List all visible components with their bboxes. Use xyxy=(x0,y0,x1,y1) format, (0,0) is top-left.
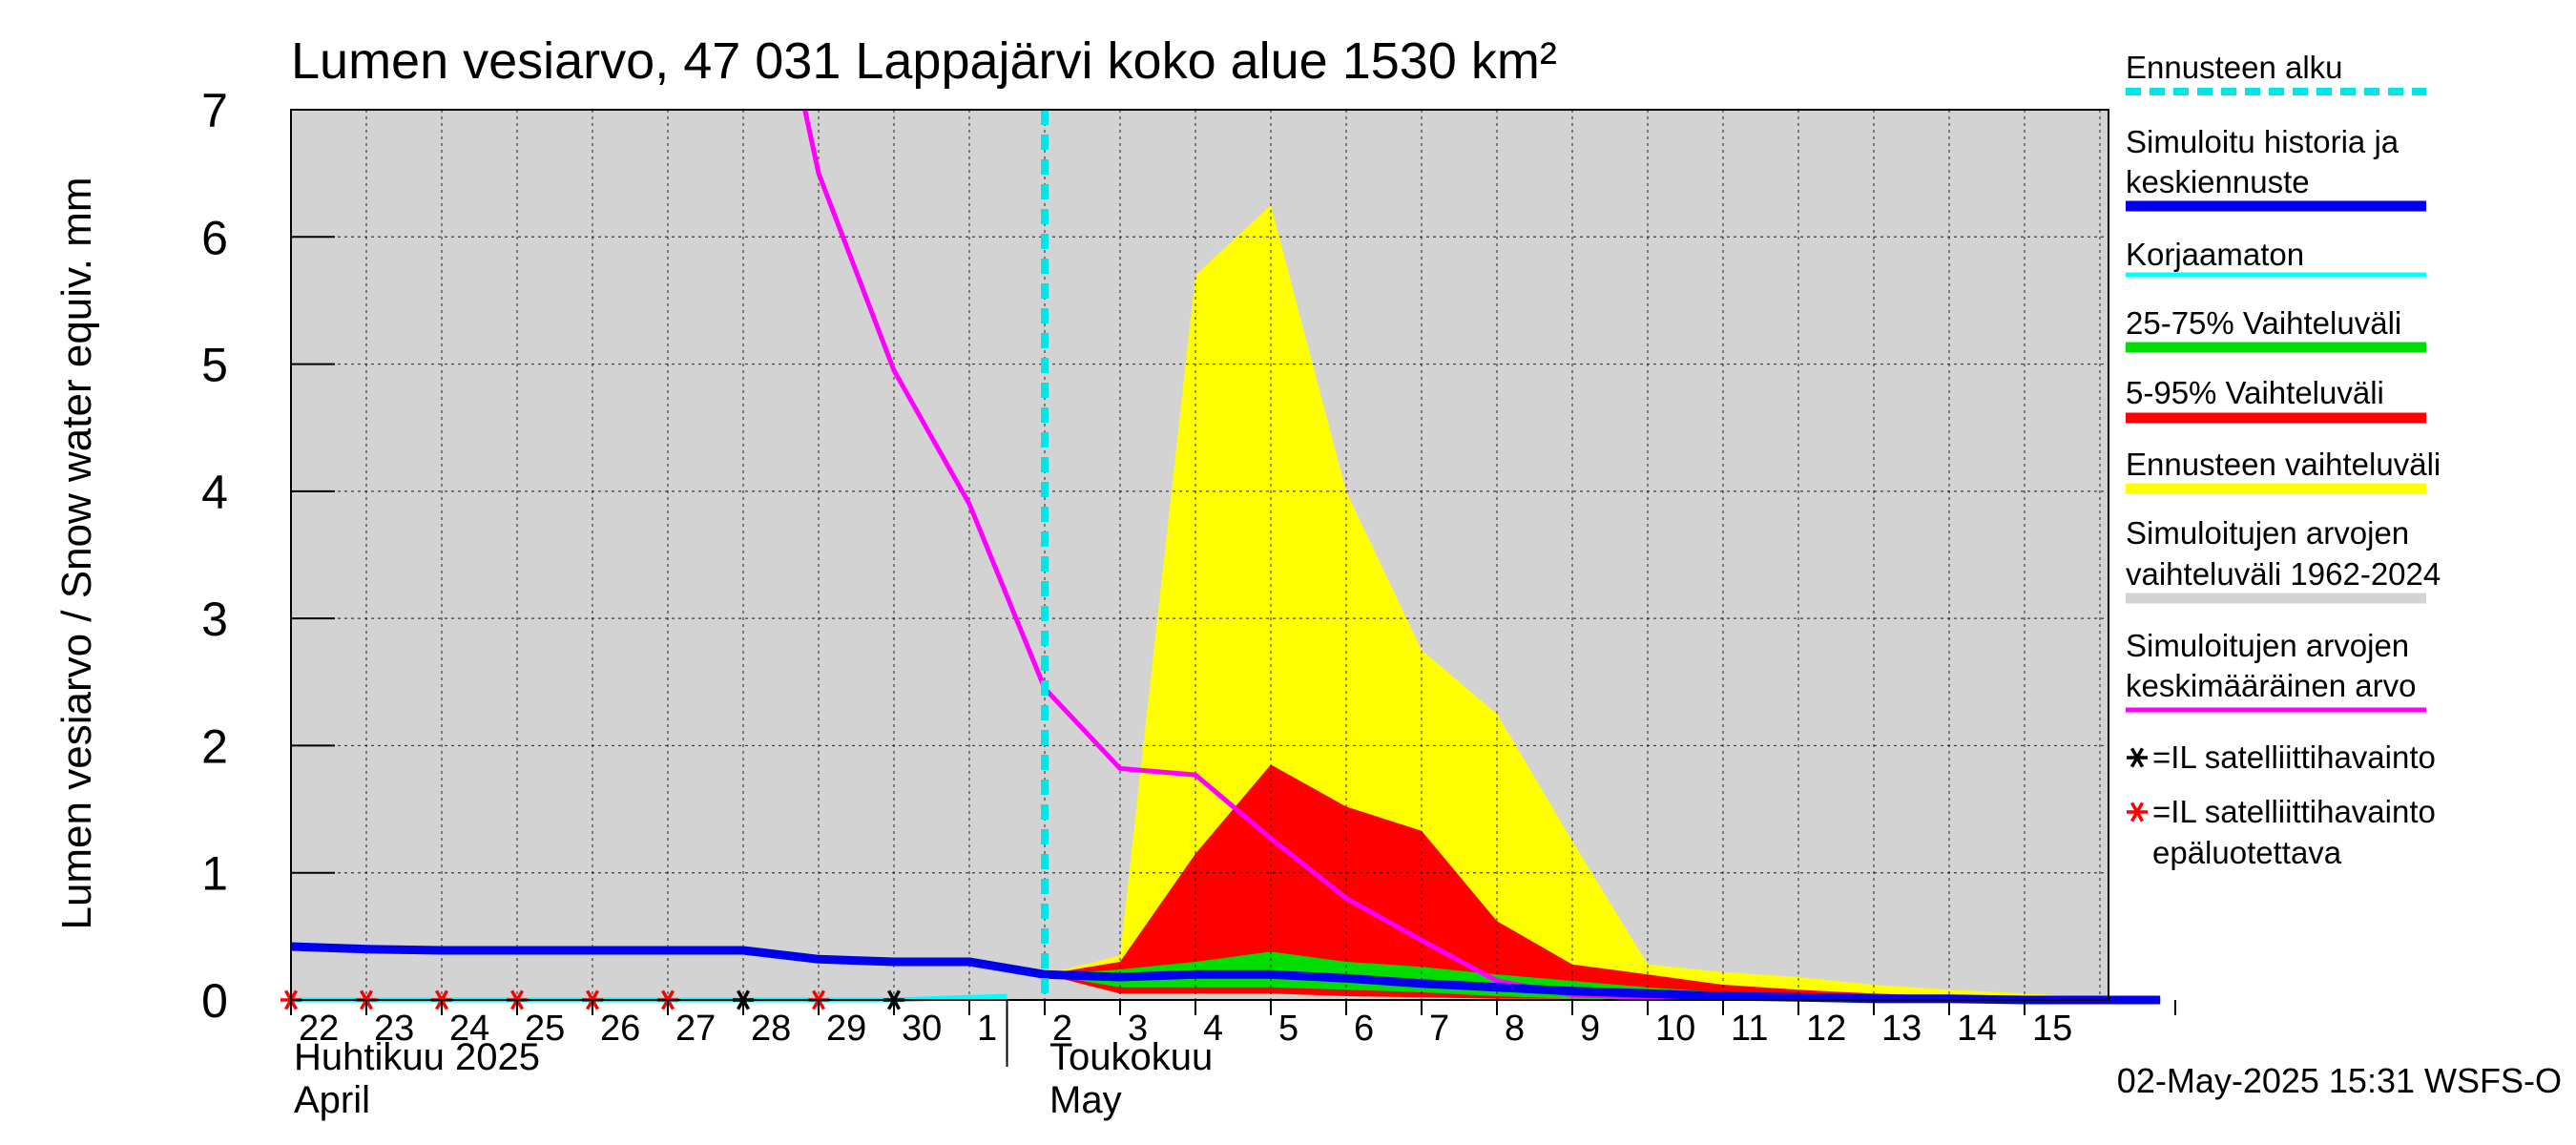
legend-label: Korjaamaton xyxy=(2126,237,2304,272)
x-tick-label: 6 xyxy=(1354,1009,1374,1049)
x-tick-label: 7 xyxy=(1429,1009,1449,1049)
x-tick-label: 1 xyxy=(977,1009,997,1049)
legend-star-icon xyxy=(2127,802,2148,822)
legend-item: 25-75% Vaihteluväli xyxy=(2126,305,2426,353)
legend-item: Ennusteen alku xyxy=(2126,50,2426,95)
x-tick-label: 10 xyxy=(1655,1009,1695,1049)
plot-frame xyxy=(290,109,2109,1001)
x-tick-label: 26 xyxy=(600,1009,640,1049)
mean-line xyxy=(802,110,2109,1000)
median-forecast-line xyxy=(290,942,2161,1005)
x-tick-label: 11 xyxy=(1731,1009,1768,1049)
y-tick-label: 6 xyxy=(201,211,228,264)
legend-label: Ennusteen alku xyxy=(2126,50,2343,85)
legend-label: Simuloitujen arvojen xyxy=(2126,515,2409,551)
x-tick-label: 15 xyxy=(2032,1009,2072,1049)
x-tick-label: 8 xyxy=(1505,1009,1525,1049)
legend-label: vaihteluväli 1962-2024 xyxy=(2126,556,2441,592)
y-tick-label: 4 xyxy=(201,466,228,519)
x-tick-label: 13 xyxy=(1881,1009,1922,1049)
legend-item: Ennusteen vaihteluväli xyxy=(2126,447,2441,494)
legend-item: Simuloitujen arvojen keskimääräinen arvo xyxy=(2126,628,2426,713)
plot-area xyxy=(280,109,2161,1010)
legend-item: =IL satelliittihavainto epäluotettava xyxy=(2127,794,2436,870)
chart-title: Lumen vesiarvo, 47 031 Lappajärvi koko a… xyxy=(291,32,1557,90)
x-tick-label: 9 xyxy=(1580,1009,1600,1049)
x-tick-label: 24 xyxy=(449,1009,489,1049)
y-tick-label: 0 xyxy=(201,974,228,1028)
y-tick-label: 7 xyxy=(201,84,228,137)
legend-item: =IL satelliittihavainto xyxy=(2127,739,2436,775)
legend-item: Simuloitujen arvojen vaihteluväli 1962-20… xyxy=(2126,515,2441,604)
legend-label: =IL satelliittihavainto xyxy=(2152,794,2436,829)
x-tick-label: 14 xyxy=(1957,1009,1997,1049)
y-tick-label: 5 xyxy=(201,339,228,392)
y-tick-label: 1 xyxy=(201,847,228,901)
legend: Ennusteen alku Simuloitu historia ja keski… xyxy=(2126,50,2441,870)
month-label-april-fi: Huhtikuu 2025 xyxy=(294,1036,540,1078)
x-tick-label: 22 xyxy=(299,1009,339,1049)
legend-label: 25-75% Vaihteluväli xyxy=(2126,305,2401,341)
legend-item: 5-95% Vaihteluväli xyxy=(2126,375,2426,424)
x-tick-label: 27 xyxy=(675,1009,716,1049)
month-label-may-fi: Toukokuu xyxy=(1049,1036,1213,1078)
mean-line-group xyxy=(802,110,2109,1000)
x-tick-label: 2 xyxy=(1052,1009,1072,1049)
x-tick-label: 4 xyxy=(1203,1009,1223,1049)
legend-label: keskimääräinen arvo xyxy=(2126,668,2416,703)
x-tick-label: 29 xyxy=(826,1009,866,1049)
percentile-5-95-band xyxy=(1045,764,2161,1000)
x-tick-label: 3 xyxy=(1128,1009,1148,1049)
timestamp: 02-May-2025 15:31 WSFS-O xyxy=(2117,1061,2562,1100)
x-tick-label: 23 xyxy=(374,1009,414,1049)
x-tick-label: 25 xyxy=(525,1009,565,1049)
legend-label: keskiennuste xyxy=(2126,164,2310,199)
y-tick-label: 3 xyxy=(201,593,228,646)
legend-label: Ennusteen vaihteluväli xyxy=(2126,447,2441,482)
x-tick-label: 5 xyxy=(1278,1009,1298,1049)
month-label-april-en: April xyxy=(294,1079,370,1121)
legend-label: 5-95% Vaihteluväli xyxy=(2126,375,2384,410)
legend-item: Korjaamaton xyxy=(2126,237,2426,278)
y-tick-label: 2 xyxy=(201,719,228,773)
legend-label: epäluotettava xyxy=(2152,835,2342,870)
legend-label: Simuloitujen arvojen xyxy=(2126,628,2409,663)
legend-star-icon xyxy=(2127,747,2148,768)
legend-item: Simuloitu historia ja keskiennuste xyxy=(2126,124,2426,212)
percentile-25-75-band xyxy=(1045,951,2161,1000)
x-tick-label: 28 xyxy=(751,1009,791,1049)
month-label-may-en: May xyxy=(1049,1079,1122,1121)
legend-label: Simuloitu historia ja xyxy=(2126,124,2399,159)
legend-label: =IL satelliittihavainto xyxy=(2152,739,2436,775)
x-tick-label: 12 xyxy=(1806,1009,1846,1049)
x-tick-label: 30 xyxy=(902,1009,942,1049)
y-axis-label: Lumen vesiarvo / Snow water equiv. mm xyxy=(53,177,100,929)
